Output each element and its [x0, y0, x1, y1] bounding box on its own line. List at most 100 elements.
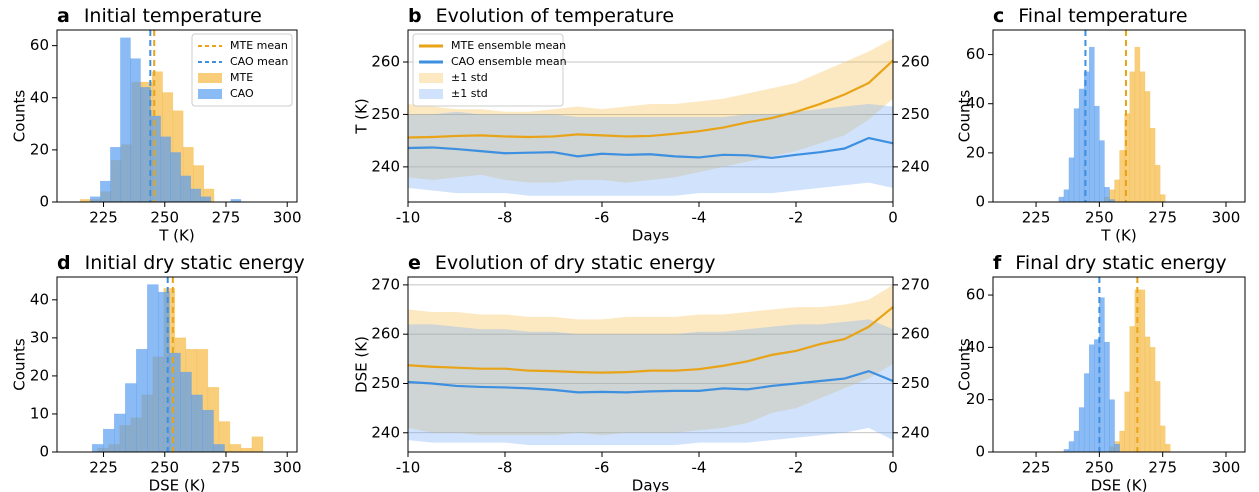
y-axis-label: Counts — [11, 338, 29, 391]
histogram-bar — [1124, 113, 1131, 202]
y-axis-label: Counts — [956, 338, 974, 391]
legend-label: CAO — [230, 87, 254, 100]
marks — [80, 30, 242, 202]
x-tick-label: 300 — [1212, 209, 1241, 227]
legend-swatch — [419, 73, 443, 83]
histogram-bar — [1078, 88, 1085, 202]
axes-frame — [56, 276, 298, 453]
y-tick-label: 270 — [371, 275, 400, 293]
legend-label: ±1 std — [451, 87, 488, 100]
y-axis-label: T (K) — [353, 98, 371, 134]
histogram-bar — [1114, 443, 1120, 452]
mean-line — [408, 136, 893, 160]
y-axis-label: DSE (K) — [353, 336, 371, 393]
histogram-bar — [136, 349, 148, 452]
std-band — [408, 38, 893, 183]
y-tick-label: 40 — [30, 290, 49, 308]
histogram-bar — [125, 383, 137, 452]
marks — [408, 284, 893, 446]
y-tick-label: 260 — [371, 325, 400, 343]
histogram-bar — [251, 436, 264, 452]
panel-letter: c — [993, 5, 1004, 27]
panel-title-text: Initial temperature — [84, 5, 262, 27]
plot-area — [408, 284, 893, 446]
x-tick-label: -8 — [498, 459, 513, 477]
marks — [92, 277, 264, 452]
panel-letter: f — [993, 252, 1002, 274]
axes-frame — [407, 276, 894, 453]
legend-swatch — [198, 89, 222, 99]
x-tick-label: 300 — [273, 209, 302, 227]
x-tick-label: -2 — [789, 459, 804, 477]
x-axis-label: Days — [632, 227, 670, 245]
panel-title: c Final temperature — [993, 5, 1188, 27]
panel-letter: a — [57, 5, 70, 27]
x-tick-label: -6 — [595, 209, 610, 227]
axes-frame — [992, 276, 1246, 453]
histogram-bar — [147, 284, 159, 452]
histogram-bar — [193, 165, 204, 202]
std-band — [408, 284, 893, 436]
histogram-bar — [180, 175, 191, 202]
legend-swatch — [198, 73, 222, 83]
histogram-bar — [1068, 157, 1075, 202]
histogram-bar — [180, 371, 192, 452]
x-tick-label: 250 — [150, 209, 179, 227]
histogram-bar — [1134, 46, 1141, 202]
panel-letter: d — [57, 252, 71, 274]
y-tick-label: 0 — [975, 443, 985, 461]
y-tick-label: 30 — [30, 328, 49, 346]
x-tick-label: 225 — [1022, 209, 1051, 227]
y-tick-label: 40 — [30, 88, 49, 106]
panel-title: f Final dry static energy — [993, 252, 1227, 274]
x-axis-label: DSE (K) — [149, 477, 206, 492]
panel-title: d Initial dry static energy — [57, 252, 305, 274]
histogram-bar — [1164, 443, 1171, 452]
y-tick-label: 10 — [30, 404, 49, 422]
y-tick-label: 60 — [966, 45, 985, 63]
histogram-bar — [1119, 430, 1125, 452]
legend-box — [191, 33, 293, 107]
x-tick-label: -2 — [789, 209, 804, 227]
histogram-bar — [1109, 199, 1115, 202]
mean-line — [408, 369, 893, 394]
y-tick-label-right: 250 — [901, 105, 930, 123]
histogram-bar — [1149, 128, 1156, 202]
histogram-bar — [1094, 105, 1100, 202]
y-tick-label: 60 — [966, 286, 985, 304]
panel-title: b Evolution of temperature — [408, 5, 674, 27]
histogram-bar — [169, 352, 181, 452]
x-tick-label: -6 — [595, 459, 610, 477]
histogram-bar — [229, 444, 242, 452]
y-tick-label-right: 240 — [901, 423, 930, 441]
y-tick-label: 0 — [39, 443, 49, 461]
histogram-bar — [1124, 391, 1131, 452]
y-tick-label: 20 — [30, 140, 49, 158]
panel-letter: b — [408, 5, 422, 27]
plot-area — [80, 30, 242, 202]
x-axis-label: T (K) — [158, 227, 194, 245]
legend-label: MTE ensemble mean — [451, 39, 566, 52]
histogram-bar — [213, 444, 225, 452]
axes-frame — [992, 29, 1246, 203]
x-tick-label: 250 — [1085, 459, 1114, 477]
panel-title-text: Initial dry static energy — [85, 252, 305, 274]
x-tick-label: 225 — [1022, 459, 1051, 477]
histogram-bar — [140, 87, 151, 202]
x-tick-label: 225 — [89, 209, 118, 227]
plot-area — [1058, 30, 1166, 202]
y-tick-label-right: 270 — [901, 275, 930, 293]
y-tick-label: 0 — [975, 193, 985, 211]
histogram-bar — [92, 444, 104, 452]
x-tick-label: 250 — [150, 459, 179, 477]
y-tick-label: 250 — [371, 105, 400, 123]
histogram-bar — [1144, 91, 1151, 202]
x-tick-label: 0 — [888, 209, 898, 227]
histogram-bar — [160, 136, 171, 202]
y-tick-label: 250 — [371, 374, 400, 392]
histogram-bar — [1058, 196, 1065, 202]
histogram-bar — [1088, 344, 1095, 452]
x-tick-label: 275 — [1148, 459, 1177, 477]
